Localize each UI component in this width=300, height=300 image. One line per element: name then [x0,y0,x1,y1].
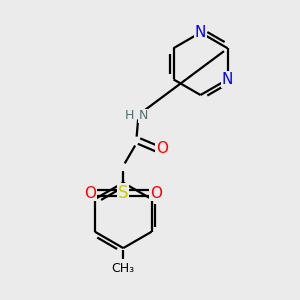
Text: N: N [195,25,206,40]
Text: O: O [156,141,168,156]
Text: S: S [118,184,128,202]
Text: CH₃: CH₃ [112,262,135,275]
Text: N: N [139,109,148,122]
Text: O: O [150,186,162,201]
Text: N: N [222,72,233,87]
Text: O: O [85,186,97,201]
Text: H: H [124,109,134,122]
